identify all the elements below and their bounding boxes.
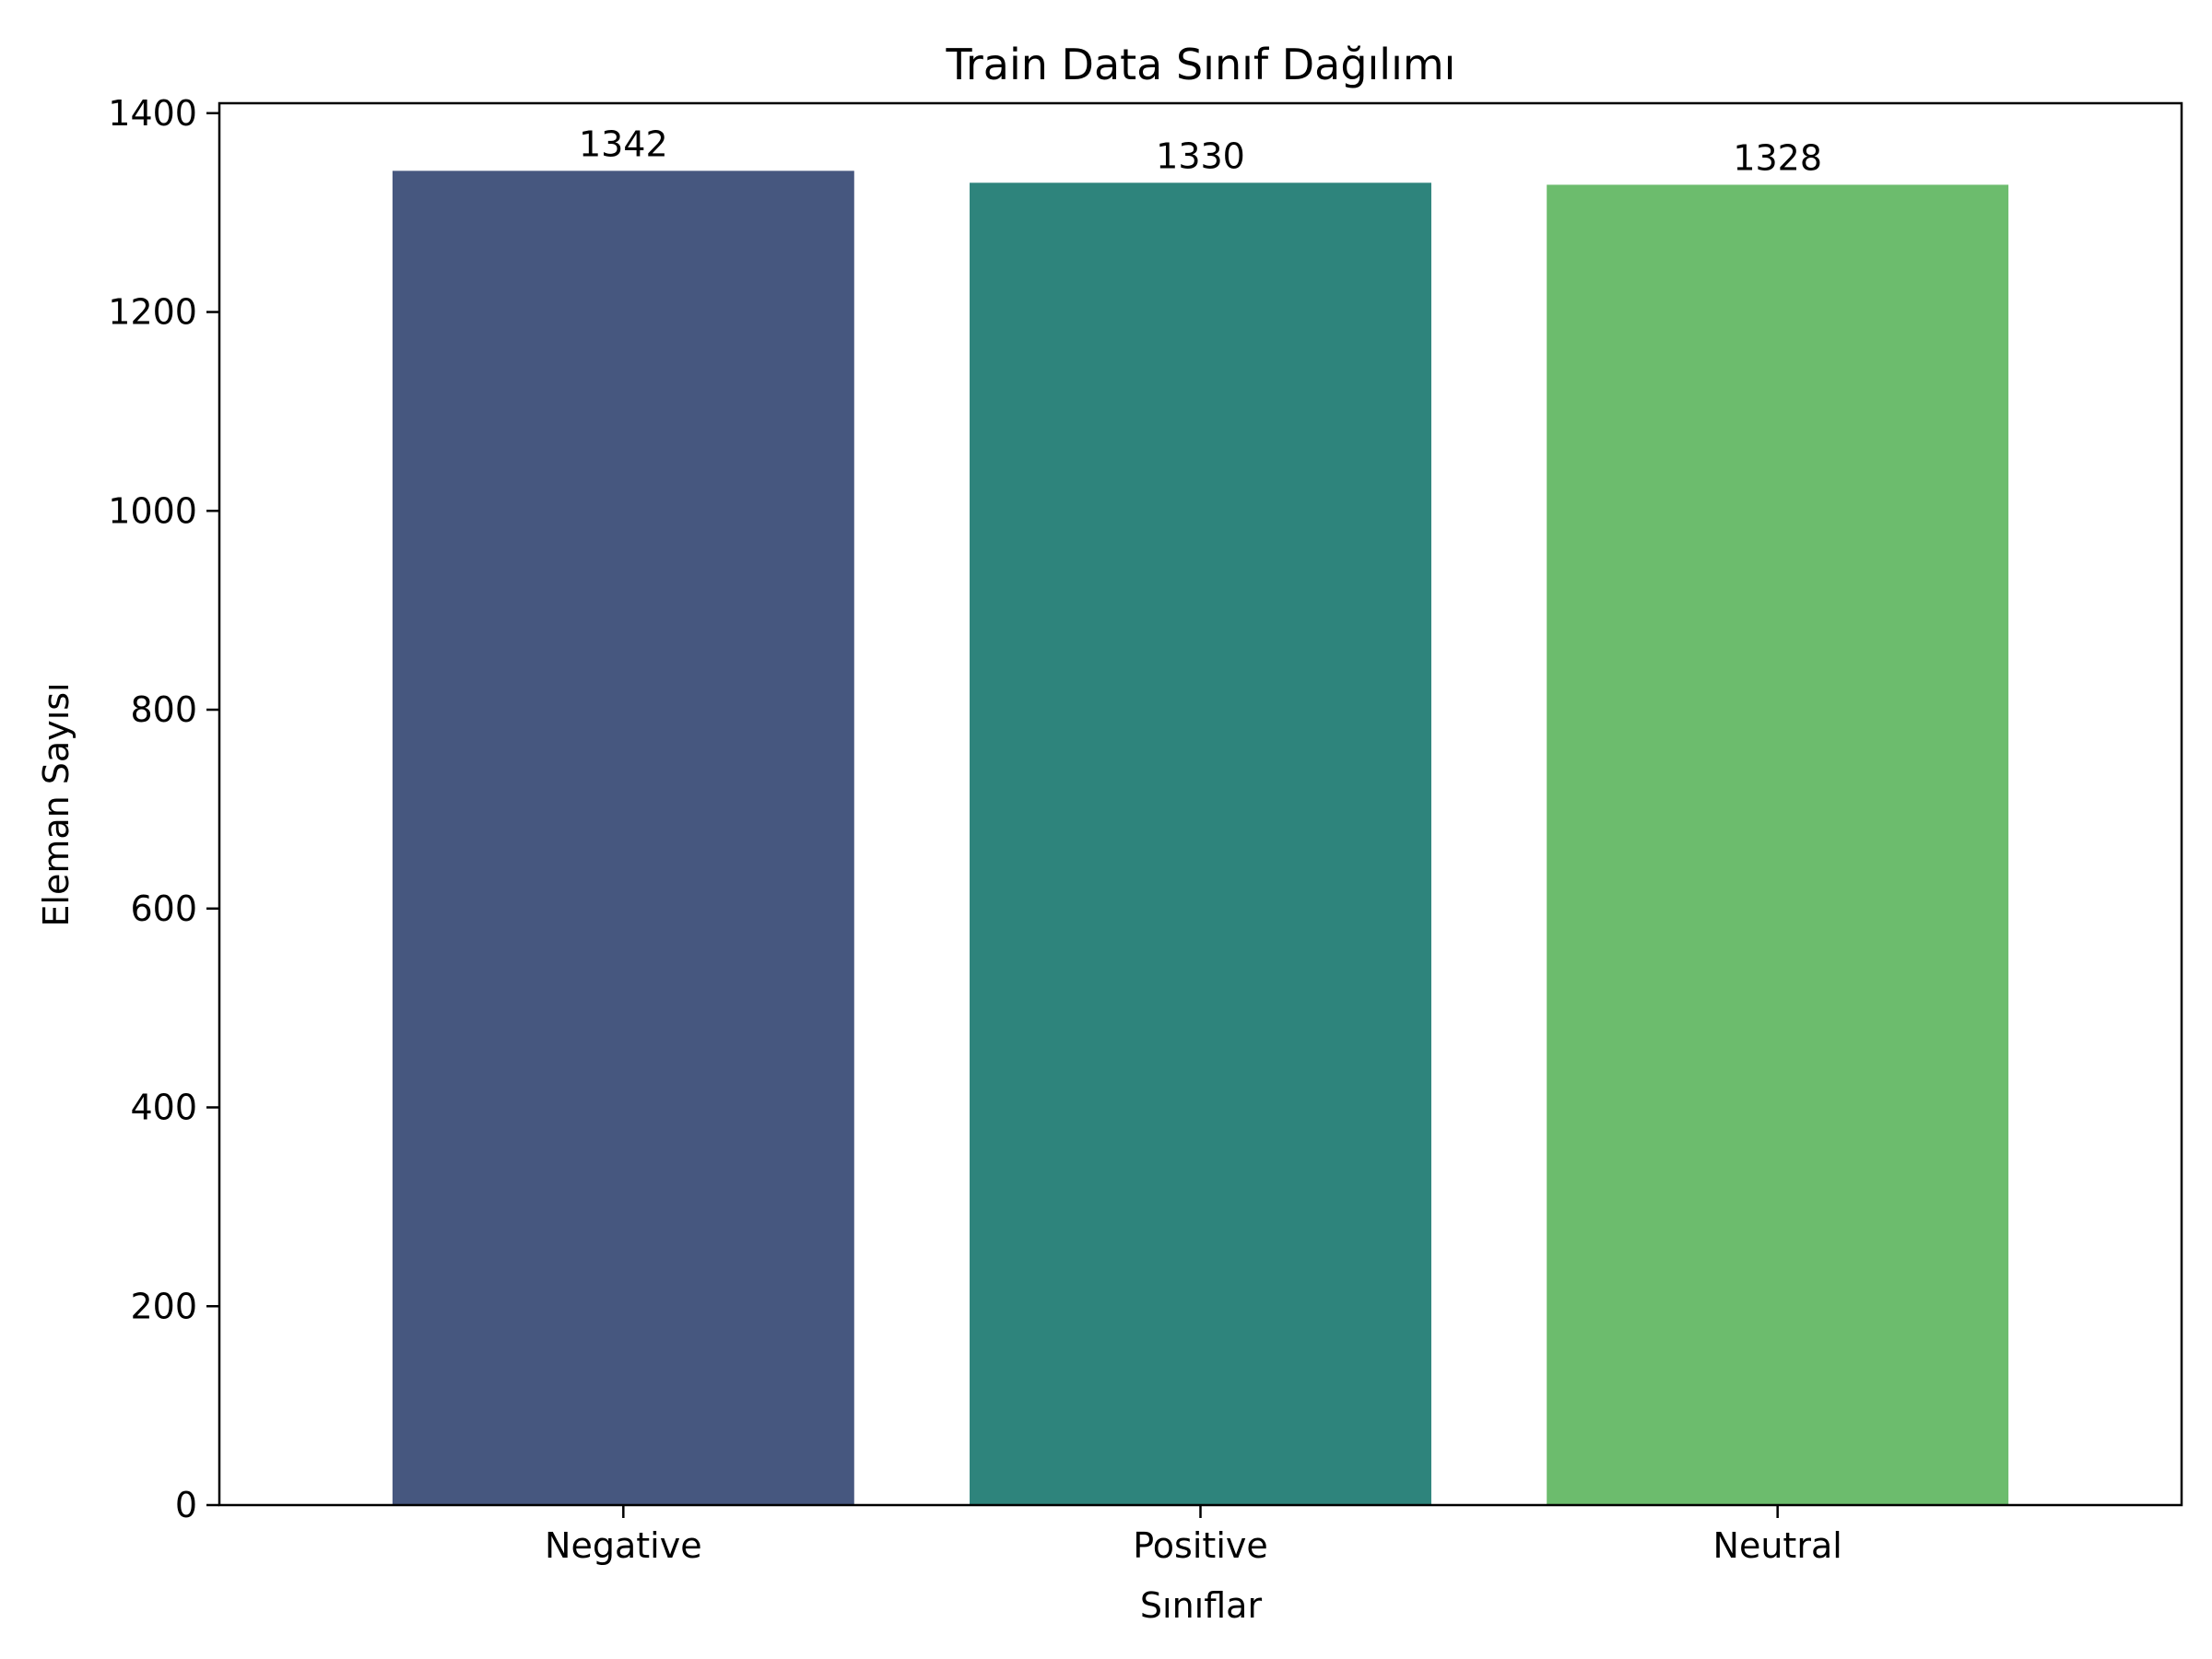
y-tick-label-1400: 1400 [108,93,197,134]
bar-positive [970,182,1431,1506]
bar-neutral [1547,184,2009,1505]
y-tick-label-0: 0 [175,1485,197,1525]
y-axis-label: Eleman Sayısı [36,682,76,926]
x-axis-label: Sınıflar [1140,1585,1263,1626]
y-axis: 0 200 400 600 800 1000 1200 1400 [108,93,219,1525]
x-axis: Negative Positive Neutral [545,1505,1842,1566]
chart-title: Train Data Sınıf Dağılımı [946,40,1456,89]
data-label-neutral: 1328 [1733,137,1822,178]
y-tick-label-800: 800 [130,689,197,730]
plot-frame [218,101,2183,1507]
x-tick-label-positive: Positive [1133,1525,1268,1566]
y-tick-label-600: 600 [130,888,197,929]
y-tick-label-1000: 1000 [108,490,197,531]
x-tick-label-neutral: Neutral [1713,1525,1842,1566]
bar-negative [392,171,854,1506]
y-tick-label-400: 400 [130,1088,197,1128]
data-label-negative: 1342 [579,124,668,164]
y-tick-label-200: 200 [130,1286,197,1326]
data-label-positive: 1330 [1156,135,1245,176]
data-labels-layer: 1342 1330 1328 [579,124,1822,178]
bars-layer [392,171,2009,1506]
x-tick-label-negative: Negative [545,1525,702,1566]
y-tick-label-1200: 1200 [108,292,197,333]
